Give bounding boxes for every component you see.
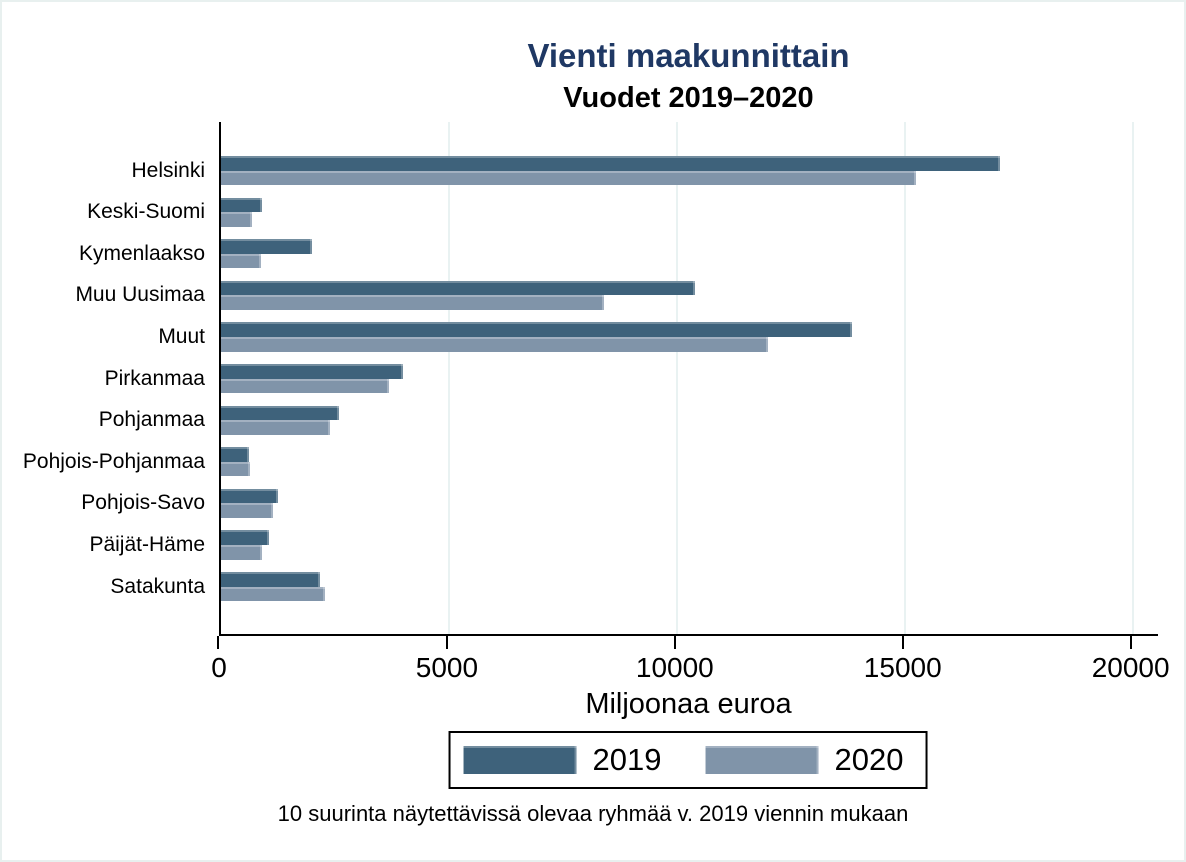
bar-2020-pohjois-pohjanmaa xyxy=(221,461,250,477)
x-axis-label: Miljoonaa euroa xyxy=(585,688,792,720)
chart-title: Vienti maakunnittain xyxy=(527,37,850,74)
bar-2019-muut xyxy=(221,322,853,337)
bar-2020-muu-uusimaa xyxy=(221,295,604,310)
bar-2020-pohjois-savo xyxy=(221,503,274,518)
legend: 2019 2020 xyxy=(448,731,928,789)
x-tick-mark-5000 xyxy=(445,636,448,649)
x-tick-mark-20000 xyxy=(1129,636,1132,649)
footnote: 10 suurinta näytettävissä olevaa ryhmää … xyxy=(277,801,909,826)
legend-swatch-2019 xyxy=(463,746,577,774)
bar-2020-pohjanmaa xyxy=(221,420,330,435)
x-tick-mark-0 xyxy=(217,636,219,649)
bar-2020-helsinki xyxy=(221,170,917,186)
chart-subtitle: Vuodet 2019–2020 xyxy=(563,81,814,114)
x-tick-label-15000: 15000 xyxy=(863,652,942,683)
category-label-pohjanmaa: Pohjanmaa xyxy=(98,408,205,432)
category-label-kymenlaakso: Kymenlaakso xyxy=(78,241,205,265)
bar-2020-muut xyxy=(221,337,768,352)
bar-2020-satakunta xyxy=(221,586,325,602)
category-label-helsinki: Helsinki xyxy=(131,158,205,182)
x-tick-mark-10000 xyxy=(673,636,676,649)
bar-2019-keski-suomi xyxy=(221,197,262,213)
category-label-muu-uusimaa: Muu Uusimaa xyxy=(75,283,205,307)
x-tick-label-10000: 10000 xyxy=(635,652,714,683)
gridline-5000 xyxy=(447,122,450,634)
bar-2020-keski-suomi xyxy=(221,212,252,227)
bar-2019-pohjois-pohjanmaa xyxy=(221,447,250,462)
category-label-pohjois-savo: Pohjois-Savo xyxy=(81,491,205,515)
bar-2019-pohjois-savo xyxy=(221,488,279,504)
category-label-keski-suomi: Keski-Suomi xyxy=(87,200,205,224)
legend-swatch-2020 xyxy=(705,746,819,774)
bar-2019-p-ij-t-h-me xyxy=(221,530,270,545)
bar-2019-pohjanmaa xyxy=(221,405,340,421)
bar-2020-p-ij-t-h-me xyxy=(221,545,263,560)
bar-2019-pirkanmaa xyxy=(221,364,404,379)
category-label-muut: Muut xyxy=(158,325,205,348)
legend-label-2019: 2019 xyxy=(592,742,662,777)
category-label-pirkanmaa: Pirkanmaa xyxy=(104,366,205,390)
title-block: Vienti maakunnittain Vuodet 2019–2020 xyxy=(219,36,1158,117)
gridline-15000 xyxy=(903,122,906,634)
x-tick-mark-15000 xyxy=(901,636,904,649)
x-tick-label-5000: 5000 xyxy=(415,652,479,683)
category-label-pohjois-pohjanmaa: Pohjois-Pohjanmaa xyxy=(22,449,205,473)
x-tick-label-0: 0 xyxy=(211,652,227,683)
gridline-10000 xyxy=(675,122,678,634)
legend-entry-2020: 2020 xyxy=(705,742,904,778)
bar-2020-kymenlaakso xyxy=(221,253,261,269)
x-tick-label-20000: 20000 xyxy=(1091,652,1170,683)
bar-2019-satakunta xyxy=(221,572,320,587)
bar-2019-helsinki xyxy=(221,156,1001,171)
legend-label-2020: 2020 xyxy=(834,742,904,777)
category-label-p-ij-t-h-me: Päijät-Häme xyxy=(89,533,205,556)
bar-2019-muu-uusimaa xyxy=(221,280,696,296)
plot-area xyxy=(219,122,1158,636)
gridline-20000 xyxy=(1131,122,1134,634)
bar-2020-pirkanmaa xyxy=(221,378,390,394)
bar-2019-kymenlaakso xyxy=(221,239,313,254)
category-label-satakunta: Satakunta xyxy=(110,574,205,598)
legend-entry-2019: 2019 xyxy=(463,742,662,778)
